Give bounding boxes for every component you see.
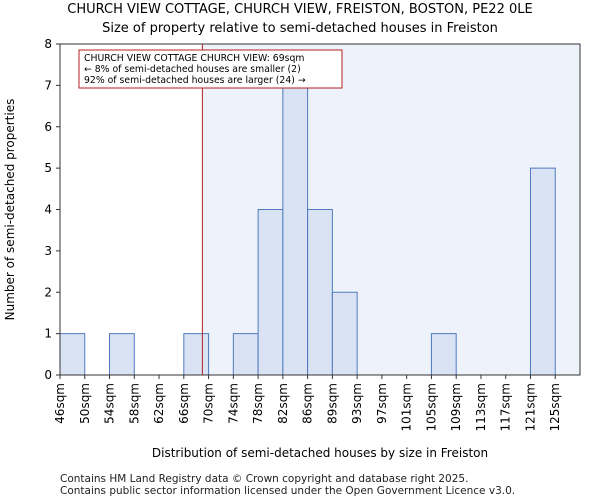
- x-tick-label: 62sqm: [152, 383, 166, 424]
- x-tick-label: 78sqm: [251, 383, 265, 424]
- y-axis-label: Number of semi-detached properties: [3, 99, 17, 321]
- annotation-line: ← 8% of semi-detached houses are smaller…: [84, 64, 301, 75]
- x-tick-label: 58sqm: [127, 383, 141, 424]
- y-tick-label: 5: [44, 161, 52, 175]
- x-tick-label: 109sqm: [449, 383, 463, 431]
- annotation-line: 92% of semi-detached houses are larger (…: [84, 75, 306, 86]
- bar-46sqm: [59, 333, 86, 376]
- bar-86sqm: [307, 209, 333, 376]
- x-tick-label: 54sqm: [103, 383, 117, 424]
- chart-subtitle: Size of property relative to semi-detach…: [102, 21, 498, 36]
- x-tick-label: 101sqm: [400, 383, 414, 431]
- x-tick-label: 86sqm: [301, 383, 315, 424]
- bar-74sqm: [232, 333, 259, 376]
- x-tick-label: 82sqm: [276, 383, 290, 424]
- x-tick-label: 46sqm: [53, 383, 67, 424]
- bar-121sqm: [529, 167, 556, 376]
- chart-title: CHURCH VIEW COTTAGE, CHURCH VIEW, FREIST…: [67, 2, 533, 17]
- y-tick-label: 2: [44, 285, 52, 299]
- annotation-line: CHURCH VIEW COTTAGE CHURCH VIEW: 69sqm: [84, 53, 304, 64]
- x-tick-label: 97sqm: [375, 383, 389, 424]
- y-tick-label: 4: [44, 203, 52, 217]
- bar-78sqm: [257, 209, 284, 376]
- x-axis-label: Distribution of semi-detached houses by …: [152, 446, 488, 460]
- y-tick-label: 1: [44, 327, 52, 341]
- x-tick-label: 121sqm: [523, 383, 537, 431]
- x-tick-label: 105sqm: [424, 383, 438, 431]
- x-tick-label: 74sqm: [226, 383, 240, 424]
- x-tick-label: 50sqm: [78, 383, 92, 424]
- x-tick-label: 66sqm: [177, 383, 191, 424]
- x-tick-label: 125sqm: [548, 383, 562, 431]
- bar-82sqm: [282, 84, 309, 376]
- x-tick-label: 89sqm: [325, 383, 339, 424]
- bar-105sqm: [430, 333, 457, 376]
- y-tick-label: 0: [44, 368, 52, 382]
- y-tick-label: 3: [44, 244, 52, 258]
- footer-copyright: Contains HM Land Registry data © Crown c…: [60, 473, 469, 485]
- x-tick-label: 113sqm: [474, 383, 488, 431]
- annotation-box: [78, 49, 343, 89]
- footer-licence: Contains public sector information licen…: [60, 485, 516, 497]
- y-tick-label: 6: [44, 120, 52, 134]
- bar-89sqm: [331, 291, 358, 376]
- bar-54sqm: [109, 333, 135, 376]
- y-tick-label: 8: [44, 37, 52, 51]
- y-tick-label: 7: [44, 78, 52, 92]
- x-tick-label: 117sqm: [499, 383, 513, 431]
- x-tick-label: 70sqm: [202, 383, 216, 424]
- x-tick-label: 93sqm: [350, 383, 364, 424]
- bar-66sqm: [183, 333, 210, 376]
